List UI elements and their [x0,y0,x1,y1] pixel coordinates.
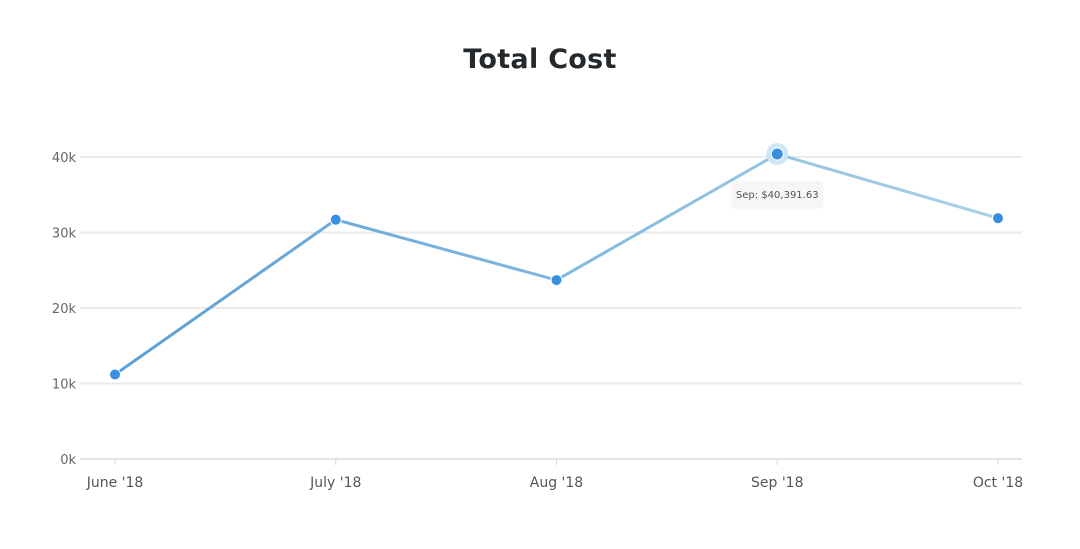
x-tick-label: July '18 [309,475,361,491]
y-tick-label: 10k [52,378,77,393]
chart-title: Total Cost [463,44,617,75]
y-tick-label: 30k [52,227,77,242]
grid [80,156,1022,460]
y-tick-label: 20k [52,302,77,317]
data-point[interactable] [992,212,1004,225]
x-tick-label: June '18 [86,475,144,491]
x-tick-label: Oct '18 [973,475,1023,491]
y-axis: 0k 10k 20k 30k 40k [52,151,77,468]
x-tick-label: Sep '18 [751,475,804,491]
series-line [113,152,1000,376]
data-point[interactable] [109,368,121,381]
y-tick-label: 0k [60,453,76,468]
data-point[interactable] [329,213,342,226]
series-total-cost [113,152,1000,376]
tooltip-text: Sep: $40,391.63 [736,190,819,201]
tooltip-box [732,181,823,208]
tooltip: Sep: $40,391.63 [732,181,823,208]
data-points [109,143,1004,381]
y-tick-label: 40k [52,151,77,166]
x-tick-label: Aug '18 [530,475,583,491]
data-point[interactable] [770,147,784,161]
x-axis: June '18 July '18 Aug '18 Sep '18 Oct '18 [86,460,1023,491]
data-point[interactable] [550,274,563,287]
